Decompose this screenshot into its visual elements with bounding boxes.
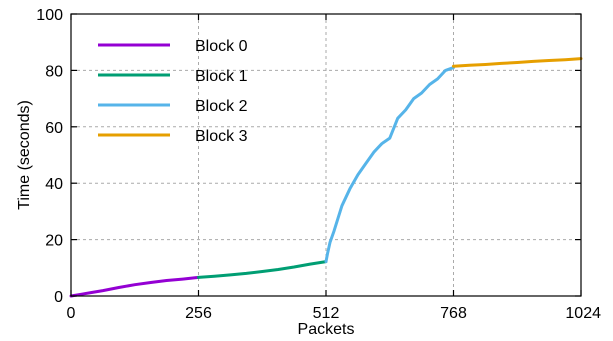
series-lines <box>69 57 583 298</box>
legend-label: Block 3 <box>195 128 248 145</box>
axes: 0 20 40 60 80 100 0 256 512 768 1024 <box>36 7 601 322</box>
x-tick-label: 512 <box>313 305 340 322</box>
legend: Block 0 Block 1 Block 2 Block 3 <box>98 38 248 145</box>
x-axis-label: Packets <box>298 321 355 338</box>
y-tick-label: 20 <box>45 233 63 250</box>
legend-label: Block 2 <box>195 98 248 115</box>
series-line-block-1 <box>197 260 328 279</box>
y-tick-label: 100 <box>36 7 63 24</box>
x-tick-label: 0 <box>67 305 76 322</box>
legend-label: Block 1 <box>195 68 248 85</box>
x-tick-label: 1024 <box>565 305 601 322</box>
legend-label: Block 0 <box>195 38 248 55</box>
series-line-block-3 <box>452 57 583 68</box>
y-tick-label: 0 <box>54 289 63 306</box>
y-axis-label: Time (seconds) <box>16 100 33 210</box>
x-tick-label: 256 <box>185 305 212 322</box>
series-line-block-0 <box>69 275 200 298</box>
y-tick-label: 40 <box>45 176 63 193</box>
y-tick-label: 80 <box>45 63 63 80</box>
y-tick-label: 60 <box>45 120 63 137</box>
grid <box>71 14 581 296</box>
series-line-block-2 <box>324 66 455 264</box>
x-tick-label: 768 <box>440 305 467 322</box>
